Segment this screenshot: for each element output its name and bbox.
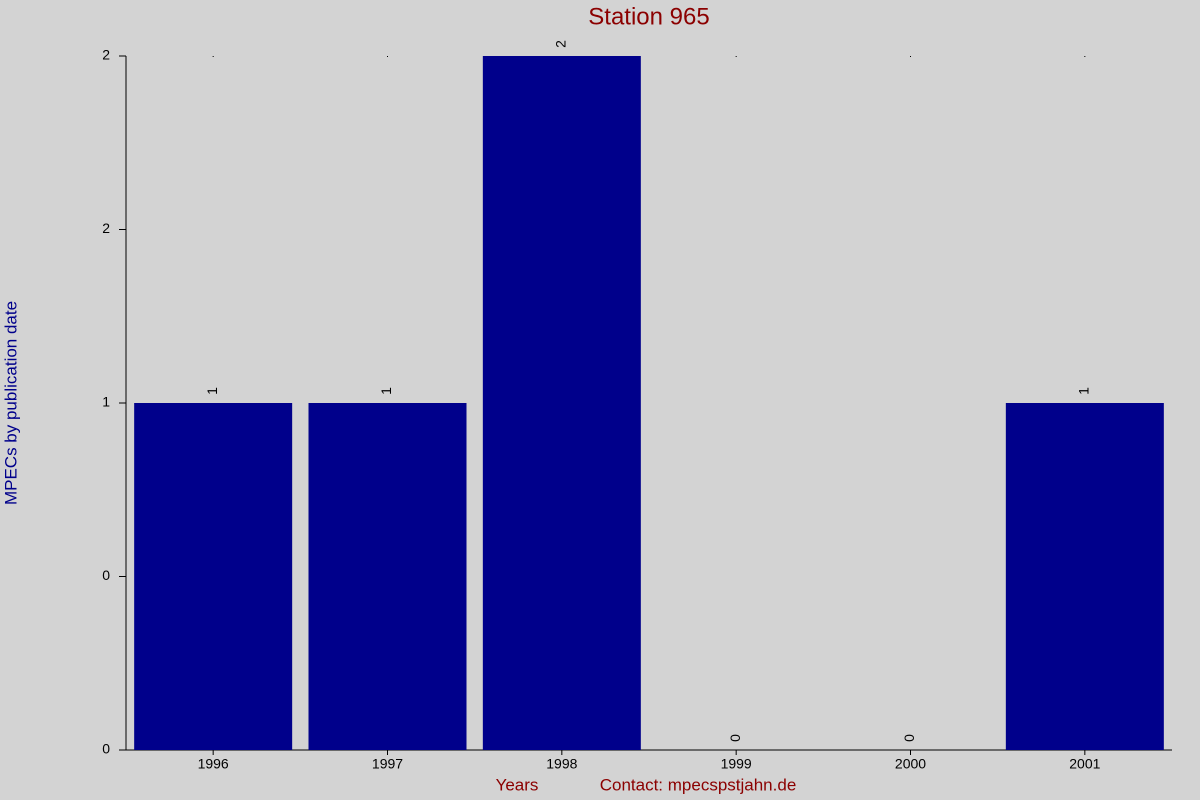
value-label: 2	[553, 40, 569, 48]
y-tick-label: 2	[102, 47, 110, 63]
x-axis-label: Years	[496, 775, 539, 794]
x-tick-label: 1998	[546, 756, 577, 772]
x-tick-label: 1999	[721, 756, 752, 772]
value-label: 0	[727, 734, 743, 742]
value-label: 1	[204, 387, 220, 395]
chart-title: Station 965	[588, 3, 709, 30]
y-axis-label: MPECs by publication date	[1, 301, 20, 505]
x-tick-label: 1997	[372, 756, 403, 772]
y-tick-label: 0	[102, 567, 110, 583]
value-label: 1	[1076, 387, 1092, 395]
y-tick-label: 0	[102, 741, 110, 757]
value-label: 0	[901, 734, 917, 742]
bar	[1005, 403, 1164, 750]
bar	[482, 56, 641, 750]
bar	[308, 403, 467, 750]
y-tick-label: 2	[102, 220, 110, 236]
bar	[134, 403, 293, 750]
y-tick-label: 1	[102, 394, 110, 410]
x-tick-label: 2000	[895, 756, 926, 772]
x-tick-label: 2001	[1069, 756, 1100, 772]
contact-note: Contact: mpecspstjahn.de	[600, 775, 797, 794]
value-label: 1	[378, 387, 394, 395]
x-tick-label: 1996	[198, 756, 229, 772]
